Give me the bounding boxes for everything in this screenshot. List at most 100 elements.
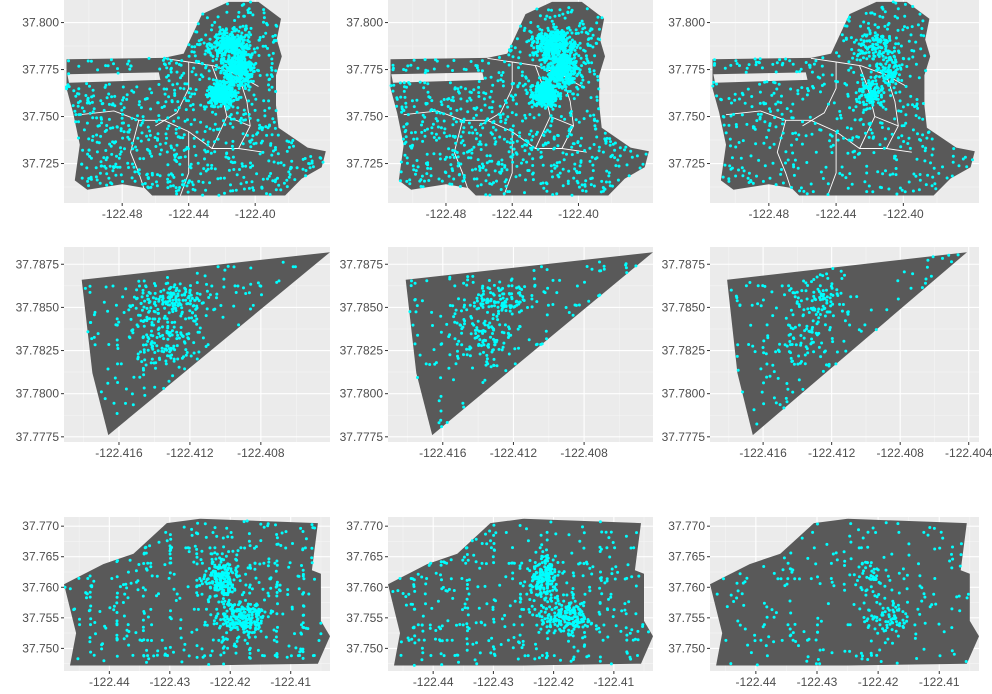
- data-point: [179, 331, 183, 335]
- data-point: [282, 163, 286, 167]
- data-point: [552, 54, 556, 58]
- data-point: [721, 175, 725, 179]
- data-point: [207, 91, 211, 95]
- data-point: [501, 71, 505, 74]
- data-point: [266, 46, 269, 50]
- data-point: [193, 54, 197, 58]
- data-point: [163, 306, 167, 310]
- data-point: [870, 89, 874, 93]
- data-point: [529, 30, 533, 34]
- data-point: [177, 365, 181, 369]
- data-point: [167, 173, 171, 177]
- data-point: [532, 46, 536, 50]
- data-point: [485, 119, 488, 122]
- data-point: [578, 41, 582, 45]
- data-point: [568, 127, 572, 131]
- data-point: [534, 93, 538, 97]
- data-point: [556, 144, 560, 148]
- data-point: [511, 132, 515, 136]
- data-point: [285, 185, 289, 189]
- data-point: [890, 77, 894, 81]
- data-point: [267, 53, 271, 57]
- data-point: [401, 137, 405, 141]
- data-point: [175, 286, 179, 290]
- data-point: [531, 145, 535, 149]
- data-point: [195, 271, 199, 275]
- data-point: [605, 169, 609, 173]
- data-point: [951, 154, 955, 158]
- data-point: [169, 172, 173, 176]
- data-point: [247, 112, 251, 116]
- data-point: [121, 295, 125, 299]
- data-point: [282, 181, 286, 185]
- data-point: [904, 121, 908, 125]
- data-point: [871, 36, 875, 40]
- data-point: [862, 20, 866, 24]
- data-point: [904, 85, 908, 88]
- data-point: [210, 23, 214, 27]
- data-point: [220, 66, 224, 70]
- data-point: [880, 126, 884, 129]
- data-point: [206, 163, 210, 167]
- data-point: [146, 148, 150, 152]
- data-point: [477, 142, 481, 146]
- data-point: [202, 167, 206, 171]
- data-point: [104, 149, 108, 152]
- data-point: [131, 162, 134, 166]
- data-point: [105, 96, 109, 100]
- data-point: [287, 170, 291, 174]
- data-point: [858, 118, 862, 122]
- data-point: [730, 156, 734, 160]
- data-point: [644, 152, 648, 156]
- data-point: [850, 48, 854, 51]
- data-point: [894, 173, 898, 177]
- data-point: [608, 143, 612, 147]
- data-point: [258, 123, 262, 127]
- data-point: [884, 77, 888, 81]
- data-point: [115, 412, 119, 415]
- data-point: [239, 61, 243, 65]
- data-point: [586, 32, 590, 36]
- district-boundary: [874, 116, 899, 127]
- data-point: [247, 80, 251, 84]
- data-point: [737, 141, 741, 144]
- data-point: [177, 289, 181, 293]
- data-point: [578, 21, 582, 25]
- data-point: [153, 291, 157, 295]
- data-point: [258, 36, 262, 39]
- data-point: [449, 107, 453, 111]
- data-point: [139, 350, 142, 354]
- data-point: [248, 67, 252, 70]
- data-point: [561, 54, 565, 58]
- data-point: [930, 184, 934, 188]
- data-point: [232, 71, 236, 75]
- data-point: [595, 21, 599, 25]
- data-point: [216, 15, 220, 19]
- district-boundary: [725, 110, 811, 121]
- data-point: [216, 97, 220, 101]
- data-point: [199, 172, 203, 176]
- data-point: [192, 319, 196, 323]
- data-point: [141, 335, 145, 339]
- data-point: [223, 59, 227, 63]
- data-point: [547, 8, 550, 12]
- data-point: [806, 87, 809, 90]
- data-point: [459, 107, 463, 111]
- data-point: [162, 386, 166, 390]
- data-point: [80, 162, 84, 166]
- data-point: [232, 83, 236, 87]
- data-point: [171, 346, 175, 350]
- data-point: [855, 135, 859, 139]
- data-point: [498, 135, 502, 139]
- data-point: [462, 120, 466, 124]
- data-point: [592, 184, 596, 188]
- data-point: [207, 50, 211, 54]
- data-point: [563, 16, 567, 20]
- data-point: [761, 179, 765, 183]
- data-point: [535, 7, 539, 11]
- data-point: [921, 144, 925, 148]
- data-point: [456, 164, 460, 168]
- data-point: [545, 189, 549, 193]
- data-point: [106, 367, 110, 371]
